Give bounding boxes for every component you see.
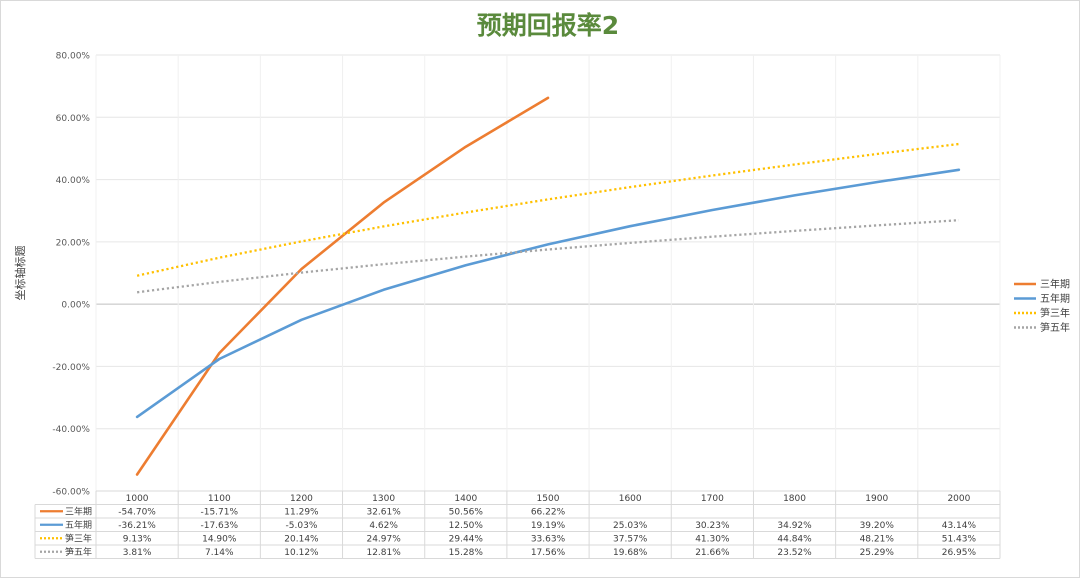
legend-label: 三年期 xyxy=(1040,278,1070,291)
x-tick-label: 1400 xyxy=(454,494,477,504)
table-cell-value: 25.29% xyxy=(860,548,895,558)
y-tick-label: -60.00% xyxy=(52,488,90,498)
y-tick-label: 20.00% xyxy=(56,238,91,248)
table-cell-value: 43.14% xyxy=(942,521,977,531)
x-tick-label: 1600 xyxy=(619,494,642,504)
table-cell-value: 12.81% xyxy=(366,548,401,558)
legend-label: 笋五年 xyxy=(1040,321,1070,334)
table-cell-value: 25.03% xyxy=(613,521,648,531)
table-cell-value: 20.14% xyxy=(284,535,319,545)
table-cell-value: 7.14% xyxy=(205,548,234,558)
series-line xyxy=(135,168,961,419)
y-tick-label: 80.00% xyxy=(56,52,91,62)
table-cell-value: 33.63% xyxy=(531,535,566,545)
x-tick-label: 1900 xyxy=(865,494,888,504)
table-cell-value: -5.03% xyxy=(286,521,318,531)
series-line xyxy=(136,142,960,277)
legend-label: 笋三年 xyxy=(1040,307,1070,320)
table-cell-value: 4.62% xyxy=(369,521,398,531)
table-cell-value: 24.97% xyxy=(366,535,401,545)
table-cell-value: 26.95% xyxy=(942,548,977,558)
series-lines xyxy=(135,96,961,476)
table-cell-value: 48.21% xyxy=(860,535,895,545)
x-tick-label: 1700 xyxy=(701,494,724,504)
x-tick-label: 1100 xyxy=(208,494,231,504)
table-cell-value: 29.44% xyxy=(449,535,484,545)
x-tick-label: 1000 xyxy=(126,494,149,504)
table-cell-value: 10.12% xyxy=(284,548,319,558)
table-cell-value: 30.23% xyxy=(695,521,730,531)
y-tick-label: 0.00% xyxy=(61,301,90,311)
x-tick-label: 1200 xyxy=(290,494,313,504)
series-line xyxy=(135,96,550,476)
table-cell-value: 51.43% xyxy=(942,535,977,545)
table-cell-value: 12.50% xyxy=(449,521,484,531)
table-cell-value: 14.90% xyxy=(202,535,237,545)
y-tick-label: 60.00% xyxy=(56,114,91,124)
y-axis-label: 坐标轴标题 xyxy=(13,246,27,301)
table-cell-value: 34.92% xyxy=(777,521,812,531)
table-series-name: 笋五年 xyxy=(65,546,92,558)
y-tick-label: 40.00% xyxy=(56,176,91,186)
table-cell-value: 44.84% xyxy=(777,535,812,545)
x-tick-label: 1500 xyxy=(537,494,560,504)
table-cell-value: 21.66% xyxy=(695,548,730,558)
legend-label: 五年期 xyxy=(1040,292,1070,305)
table-cell-value: 9.13% xyxy=(123,535,152,545)
table-cell-value: -36.21% xyxy=(118,521,156,531)
table-cell-value: -15.71% xyxy=(200,508,238,518)
x-tick-label: 2000 xyxy=(947,494,970,504)
table-cell-value: 23.52% xyxy=(777,548,812,558)
y-tick-label: -20.00% xyxy=(52,363,90,373)
table-cell-value: 39.20% xyxy=(860,521,895,531)
data-table: 1000 1100 1200 1300 1400 1500 1600 1700 1800 1900… xyxy=(34,490,1001,559)
y-axis-ticks: 80.00% 60.00% 40.00% 20.00% 0.00% -20.00% -40.… xyxy=(52,52,90,498)
table-cell-value: 50.56% xyxy=(449,508,484,518)
table-cell-value: -54.70% xyxy=(118,508,156,518)
x-tick-label: 1800 xyxy=(783,494,806,504)
table-cell-value: 66.22% xyxy=(531,508,566,518)
table-cell-value: 19.19% xyxy=(531,521,566,531)
table-cell-value: 3.81% xyxy=(123,548,152,558)
grid xyxy=(95,54,1001,492)
table-cell-value: 19.68% xyxy=(613,548,648,558)
chart-title: 预期回报率2 xyxy=(477,11,619,40)
table-cell-value: 15.28% xyxy=(449,548,484,558)
table-cell-value: 37.57% xyxy=(613,535,648,545)
table-cell-value: 11.29% xyxy=(284,508,319,518)
table-series-name: 三年期 xyxy=(65,506,92,518)
table-cell-value: -17.63% xyxy=(200,521,238,531)
table-cell-value: 17.56% xyxy=(531,548,566,558)
table-cell-value: 41.30% xyxy=(695,535,730,545)
table-cell-value: 32.61% xyxy=(366,508,401,518)
table-series-name: 五年期 xyxy=(65,519,92,531)
y-tick-label: -40.00% xyxy=(52,425,90,435)
table-series-name: 笋三年 xyxy=(65,533,92,545)
x-tick-label: 1300 xyxy=(372,494,395,504)
